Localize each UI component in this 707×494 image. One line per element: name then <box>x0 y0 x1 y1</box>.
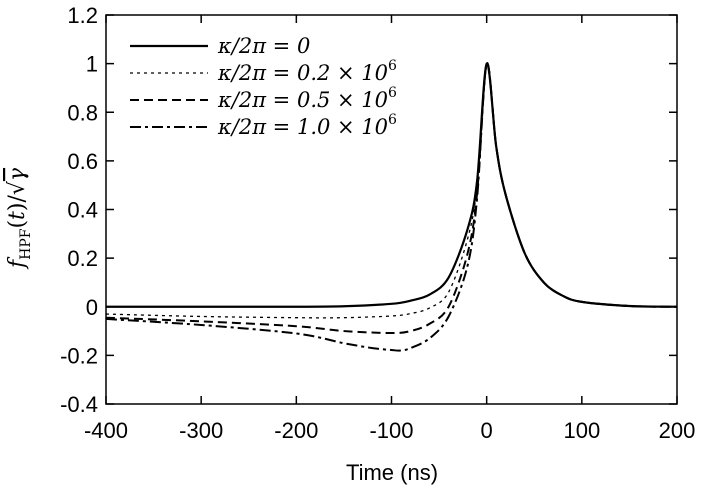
legend-label-3: κ/2π = 0.5 × 106 <box>217 85 397 112</box>
tick-marks <box>105 14 678 405</box>
y-tick-label: 0.8 <box>67 100 98 125</box>
y-tick-label: 0 <box>86 295 98 320</box>
plot-area <box>106 62 677 352</box>
x-tick-label: -100 <box>369 418 413 443</box>
legend-label-2: κ/2π = 0.2 × 106 <box>217 58 397 85</box>
x-tick-label: -300 <box>179 418 223 443</box>
x-tick-label: 0 <box>481 418 493 443</box>
x-tick-label: 200 <box>659 418 696 443</box>
y-axis-title-text: fHPF(t)/√γ <box>5 167 34 270</box>
series-line-3 <box>106 62 677 335</box>
tick-labels: -400 -300 -200 -100 0 100 200 -0.4 -0.2 0 0.2 0.4 0.… <box>60 3 695 443</box>
y-tick-label: -0.2 <box>60 343 98 368</box>
legend-label-4: κ/2π = 1.0 × 106 <box>217 112 397 139</box>
y-tick-label: 1.2 <box>67 3 98 28</box>
x-axis-title: Time (ns) <box>346 460 438 485</box>
x-tick-label: -400 <box>84 418 128 443</box>
y-tick-label: 0.2 <box>67 246 98 271</box>
y-tick-label: 0.6 <box>67 149 98 174</box>
y-tick-label: -0.4 <box>60 392 98 417</box>
y-tick-label: 0.4 <box>67 198 98 223</box>
x-tick-label: -200 <box>274 418 318 443</box>
y-axis-title: fHPF(t)/√γ <box>5 167 34 270</box>
x-tick-label: 100 <box>563 418 600 443</box>
y-tick-label: 1 <box>86 52 98 77</box>
series-line-2 <box>106 62 677 319</box>
legend-label-1: κ/2π = 0 <box>217 34 310 58</box>
